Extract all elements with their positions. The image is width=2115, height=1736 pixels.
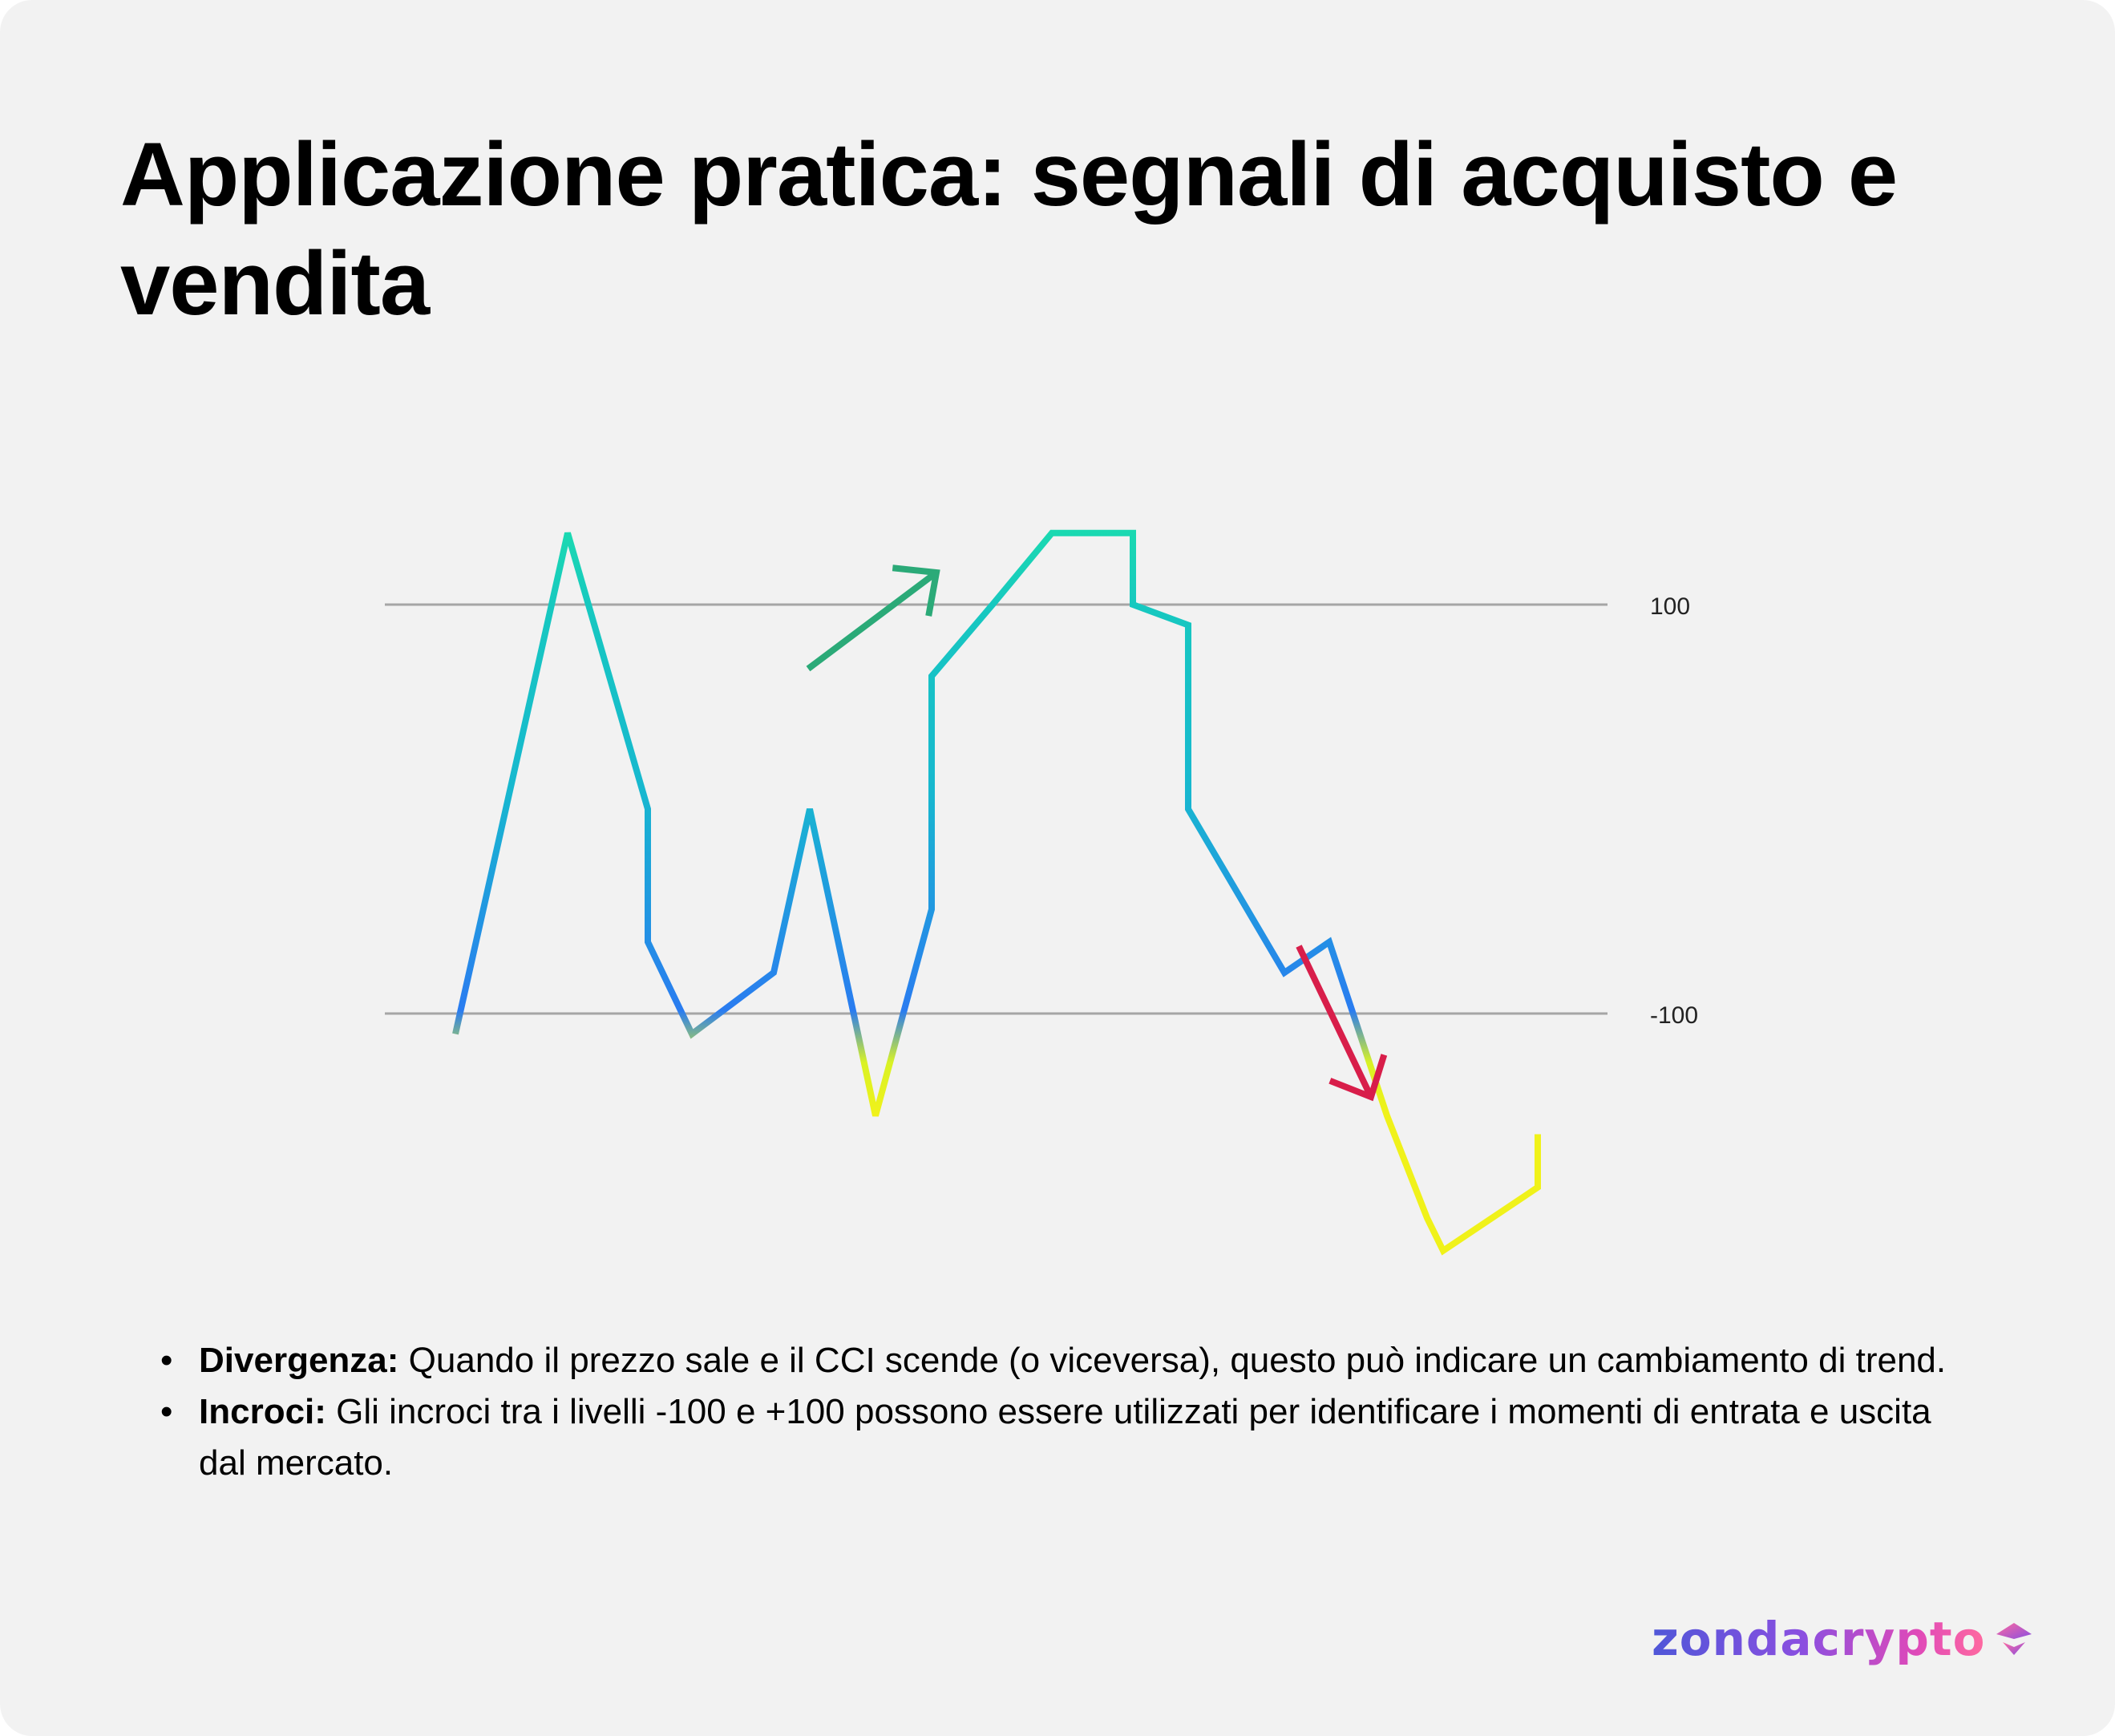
- page-title: Applicazione pratica: segnali di acquist…: [120, 124, 1898, 334]
- bullet-list: Divergenza: Quando il prezzo sale e il C…: [160, 1335, 1972, 1489]
- bullet-text: Gli incroci tra i livelli -100 e +100 po…: [199, 1392, 1931, 1483]
- buy-signal-arrow-icon: [806, 565, 940, 672]
- bullet-text: Quando il prezzo sale e il CCI scende (o…: [398, 1341, 1947, 1380]
- cci-series-line: [452, 529, 1541, 1256]
- cci-chart: 100 -100: [385, 529, 1698, 1256]
- zonda-logo-icon: [1996, 1623, 2032, 1655]
- brand-logo: zondacrypto: [1652, 1612, 2035, 1666]
- reference-line-label: 100: [1650, 593, 1690, 620]
- brand-name: zondacrypto: [1652, 1612, 1986, 1666]
- reference-line-label: -100: [1650, 1002, 1698, 1029]
- bullet-term: Divergenza:: [199, 1341, 399, 1380]
- bullet-item-incroci: Incroci: Gli incroci tra i livelli -100 …: [160, 1386, 1972, 1489]
- sell-signal-arrow-icon: [1296, 945, 1388, 1102]
- bullet-item-divergenza: Divergenza: Quando il prezzo sale e il C…: [160, 1335, 1972, 1386]
- bullet-term: Incroci:: [199, 1392, 326, 1431]
